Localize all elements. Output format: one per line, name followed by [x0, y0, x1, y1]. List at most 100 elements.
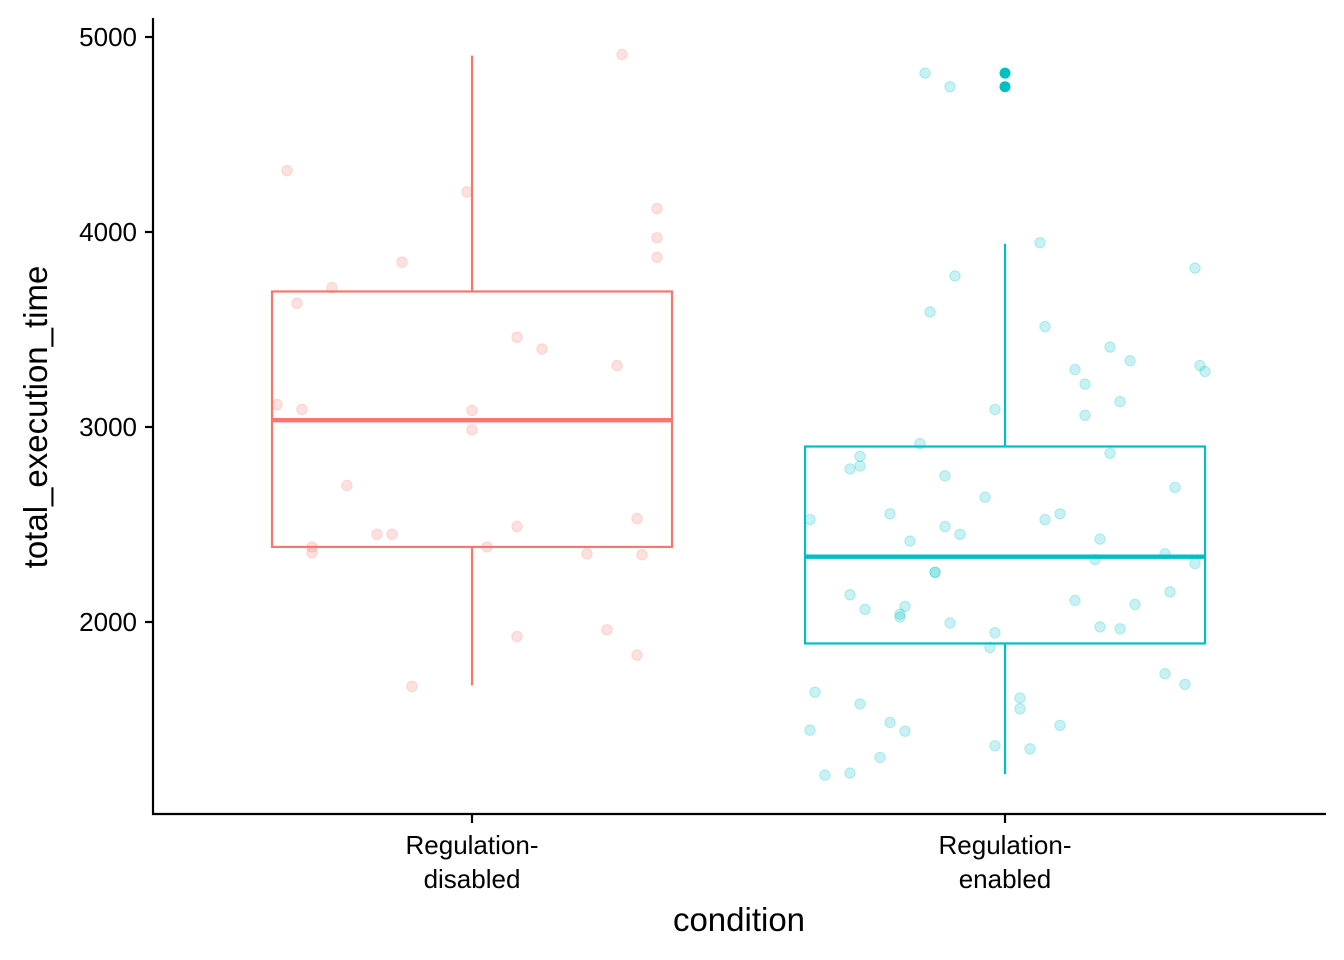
- data-point: [979, 491, 991, 503]
- data-point: [1179, 678, 1191, 691]
- data-point: [884, 716, 896, 729]
- data-point: [944, 81, 956, 93]
- data-point: [939, 520, 951, 533]
- y-tick-label: 4000: [79, 217, 137, 247]
- data-point: [854, 698, 866, 710]
- data-point: [1189, 262, 1201, 274]
- data-point: [581, 548, 593, 560]
- data-point: [954, 528, 966, 540]
- data-point: [1094, 533, 1106, 545]
- data-point: [804, 513, 816, 526]
- data-point: [326, 281, 338, 294]
- data-point: [854, 450, 866, 462]
- data-point: [1014, 692, 1026, 704]
- data-point: [611, 359, 623, 372]
- data-point: [804, 724, 816, 736]
- data-point: [949, 270, 961, 282]
- x-tick-label: enabled: [959, 864, 1052, 894]
- data-point: [924, 306, 936, 318]
- data-point: [1104, 341, 1116, 353]
- data-point: [1114, 395, 1126, 408]
- data-point: [536, 343, 548, 355]
- data-point: [1114, 623, 1126, 635]
- data-point: [1199, 365, 1211, 378]
- data-point: [406, 680, 418, 693]
- data-point: [386, 528, 398, 540]
- data-point: [1014, 703, 1026, 715]
- outlier-point: [999, 67, 1011, 79]
- data-point: [894, 611, 906, 623]
- data-point: [281, 164, 293, 177]
- data-point: [884, 508, 896, 520]
- data-point: [636, 549, 648, 561]
- y-tick-label: 2000: [79, 607, 137, 637]
- x-ticks: Regulation-disabled Regulation-enabled: [406, 815, 1072, 894]
- data-point: [874, 751, 886, 764]
- data-point: [844, 463, 856, 475]
- data-point: [989, 627, 1001, 639]
- data-point: [651, 202, 663, 215]
- data-point: [631, 649, 643, 661]
- data-point: [984, 641, 996, 654]
- data-point: [854, 460, 866, 472]
- data-point: [341, 479, 353, 492]
- data-point: [939, 470, 951, 482]
- data-point: [651, 251, 663, 263]
- data-point: [1079, 378, 1091, 390]
- data-point: [396, 256, 408, 268]
- data-point: [1164, 586, 1176, 598]
- data-point: [989, 403, 1001, 416]
- data-point: [1104, 447, 1116, 459]
- data-point: [899, 600, 911, 613]
- data-point: [461, 186, 473, 198]
- data-point: [291, 297, 303, 309]
- x-tick-label: Regulation-: [939, 830, 1072, 860]
- data-point: [296, 403, 308, 416]
- data-point: [819, 769, 831, 781]
- data-point: [631, 512, 643, 525]
- x-axis-title: condition: [673, 901, 805, 938]
- y-tick-label: 5000: [79, 22, 137, 52]
- y-axis-title: total_execution_time: [17, 266, 54, 569]
- data-point: [1194, 359, 1206, 372]
- data-point: [511, 331, 523, 343]
- data-point: [859, 603, 871, 615]
- y-ticks: 2000 3000 4000 5000: [79, 22, 153, 637]
- x-tick-label: disabled: [424, 864, 521, 894]
- data-point: [371, 528, 383, 540]
- data-point: [989, 740, 1001, 752]
- data-point: [1024, 743, 1036, 755]
- x-tick-label: Regulation-: [406, 830, 539, 860]
- y-tick-label: 3000: [79, 412, 137, 442]
- outlier-point: [999, 81, 1011, 93]
- box-iqr: [803, 445, 1207, 645]
- data-point: [899, 725, 911, 737]
- data-point: [809, 686, 821, 698]
- data-point: [1039, 320, 1051, 333]
- data-point: [1189, 557, 1201, 570]
- data-point: [1039, 513, 1051, 526]
- data-point: [904, 535, 916, 547]
- point-layer: [271, 48, 1211, 781]
- data-point: [1129, 598, 1141, 611]
- data-point: [511, 520, 523, 533]
- data-point: [1054, 719, 1066, 732]
- data-point: [651, 232, 663, 244]
- data-point: [601, 624, 613, 636]
- data-point: [466, 424, 478, 436]
- data-point: [1169, 481, 1181, 494]
- data-point: [1094, 621, 1106, 633]
- data-point: [1159, 668, 1171, 680]
- data-point: [894, 608, 906, 620]
- data-point: [1054, 508, 1066, 520]
- data-point: [1069, 594, 1081, 607]
- data-point: [929, 566, 941, 578]
- data-point: [844, 589, 856, 601]
- box-layer: [270, 55, 1207, 775]
- outlier-layer: [999, 67, 1011, 93]
- data-point: [1124, 355, 1136, 367]
- data-point: [844, 767, 856, 779]
- data-point: [616, 48, 628, 61]
- data-point: [306, 547, 318, 559]
